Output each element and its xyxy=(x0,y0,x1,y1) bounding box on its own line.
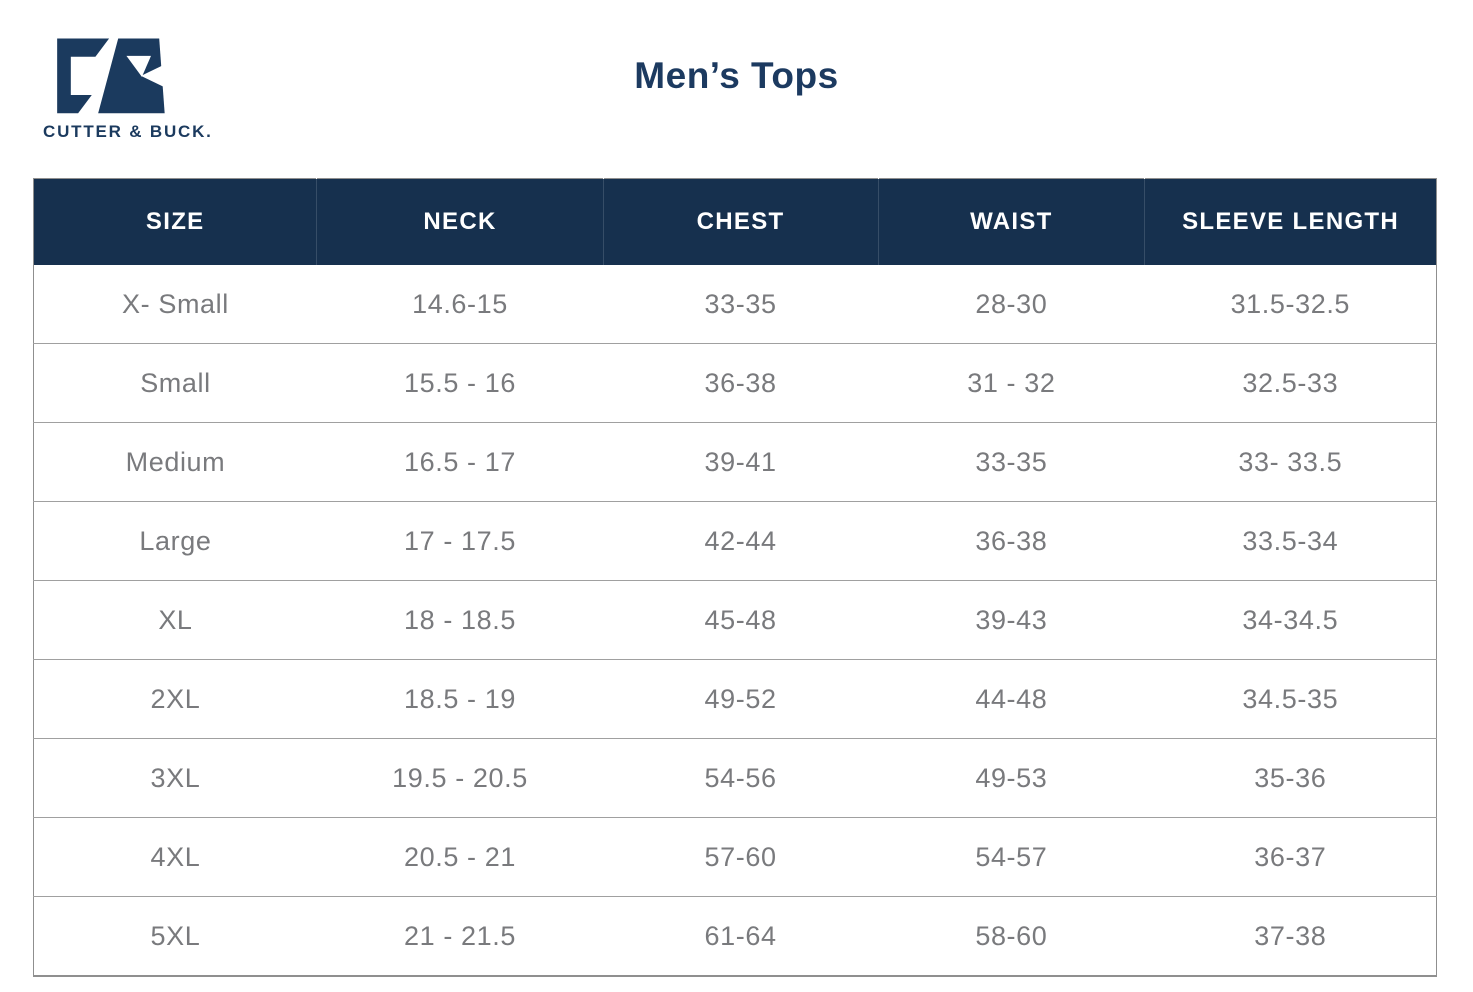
table-cell: 36-37 xyxy=(1144,817,1437,897)
table-cell: 31 - 32 xyxy=(878,343,1145,423)
table-cell: 54-56 xyxy=(603,738,879,818)
table-cell: 31.5-32.5 xyxy=(1144,265,1437,344)
column-header: SIZE xyxy=(33,178,318,265)
table-row: 3XL 19.5 - 20.5 54-56 49-53 35-36 xyxy=(33,738,1437,818)
table-cell: 45-48 xyxy=(603,580,879,660)
column-header: NECK xyxy=(316,178,604,265)
table-cell: 18.5 - 19 xyxy=(316,659,604,739)
table-cell: 34.5-35 xyxy=(1144,659,1437,739)
column-header: SLEEVE LENGTH xyxy=(1144,178,1437,265)
table-row: XL 18 - 18.5 45-48 39-43 34-34.5 xyxy=(33,580,1437,660)
table-cell: 33- 33.5 xyxy=(1144,422,1437,502)
table-cell: 35-36 xyxy=(1144,738,1437,818)
table-cell: Large xyxy=(33,501,317,581)
size-chart-container: SIZE NECK CHEST WAIST SLEEVE LENGTH X- Small… xyxy=(33,178,1437,977)
table-cell: X- Small xyxy=(33,265,317,344)
table-cell: 21 - 21.5 xyxy=(404,920,516,951)
column-header: CHEST xyxy=(603,178,879,265)
table-cell: 19.5 - 20.5 xyxy=(316,738,604,818)
table-cell: 4XL xyxy=(33,817,317,897)
table-cell: 15.5 - 16 xyxy=(316,343,604,423)
table-cell: 5XL xyxy=(150,920,201,951)
table-row: X- Small 14.6-15 33-35 28-30 31.5-32.5 xyxy=(33,265,1437,344)
table-cell: 49-52 xyxy=(603,659,879,739)
table-cell: 16.5 - 17 xyxy=(316,422,604,502)
table-cell: 49-53 xyxy=(878,738,1145,818)
table-row: Large 17 - 17.5 42-44 36-38 33.5-34 xyxy=(33,501,1437,581)
table-cell: 37-38 xyxy=(1254,920,1327,951)
table-row: 2XL 18.5 - 19 49-52 44-48 34.5-35 xyxy=(33,659,1437,739)
table-cell: 17 - 17.5 xyxy=(316,501,604,581)
table-cell: 39-43 xyxy=(878,580,1145,660)
table-cell: 57-60 xyxy=(603,817,879,897)
cutter-buck-monogram-icon xyxy=(57,38,168,114)
brand-logo: CUTTER & BUCK. xyxy=(43,34,213,142)
table-cell: 18 - 18.5 xyxy=(316,580,604,660)
table-row: Medium 16.5 - 17 39-41 33-35 33- 33.5 xyxy=(33,422,1437,502)
table-cell: 28-30 xyxy=(878,265,1145,344)
table-cell: 34-34.5 xyxy=(1144,580,1437,660)
table-row: 4XL 20.5 - 21 57-60 54-57 36-37 xyxy=(33,817,1437,897)
table-cell: XL xyxy=(33,580,317,660)
table-cell: 44-48 xyxy=(878,659,1145,739)
table-row: Small 15.5 - 16 36-38 31 - 32 32.5-33 xyxy=(33,343,1437,423)
table-cell: 58-60 xyxy=(975,920,1048,951)
table-cell: Small xyxy=(33,343,317,423)
size-chart-table: SIZE NECK CHEST WAIST SLEEVE LENGTH X- Small… xyxy=(33,178,1437,977)
table-cell: 36-38 xyxy=(878,501,1145,581)
brand-wordmark: CUTTER & BUCK. xyxy=(43,122,213,141)
column-header-row: SIZE NECK CHEST WAIST SLEEVE LENGTH xyxy=(33,178,1437,265)
table-cell: 33.5-34 xyxy=(1144,501,1437,581)
table-cell: 36-38 xyxy=(603,343,879,423)
column-header: WAIST xyxy=(878,178,1146,265)
table-cell: Medium xyxy=(33,422,317,502)
table-cell: 2XL xyxy=(33,659,317,739)
table-cell: 32.5-33 xyxy=(1144,343,1437,423)
table-cell: 33-35 xyxy=(878,422,1145,502)
table-cell: 14.6-15 xyxy=(316,265,604,344)
table-cell: 39-41 xyxy=(603,422,879,502)
table-cell: 54-57 xyxy=(878,817,1145,897)
page-title: Men’s Tops xyxy=(634,55,839,96)
table-row: 5XL 21 - 21.5 61-64 58-60 37-38 xyxy=(34,897,1437,977)
table-cell: 20.5 - 21 xyxy=(316,817,604,897)
table-cell: 3XL xyxy=(33,738,317,818)
table-cell: 42-44 xyxy=(603,501,879,581)
table-cell: 61-64 xyxy=(704,920,777,951)
table-cell: 33-35 xyxy=(603,265,879,344)
